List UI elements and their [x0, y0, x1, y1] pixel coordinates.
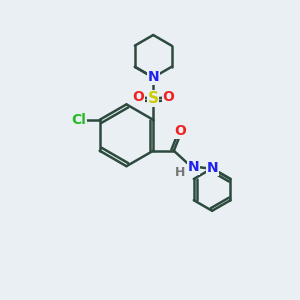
Text: O: O	[174, 124, 186, 138]
Text: N: N	[147, 70, 159, 84]
Text: S: S	[148, 91, 159, 106]
Text: Cl: Cl	[72, 113, 86, 127]
Text: O: O	[163, 90, 175, 104]
Text: N: N	[206, 161, 218, 176]
Text: N: N	[188, 160, 199, 174]
Text: H: H	[175, 166, 185, 179]
Text: O: O	[132, 90, 144, 104]
